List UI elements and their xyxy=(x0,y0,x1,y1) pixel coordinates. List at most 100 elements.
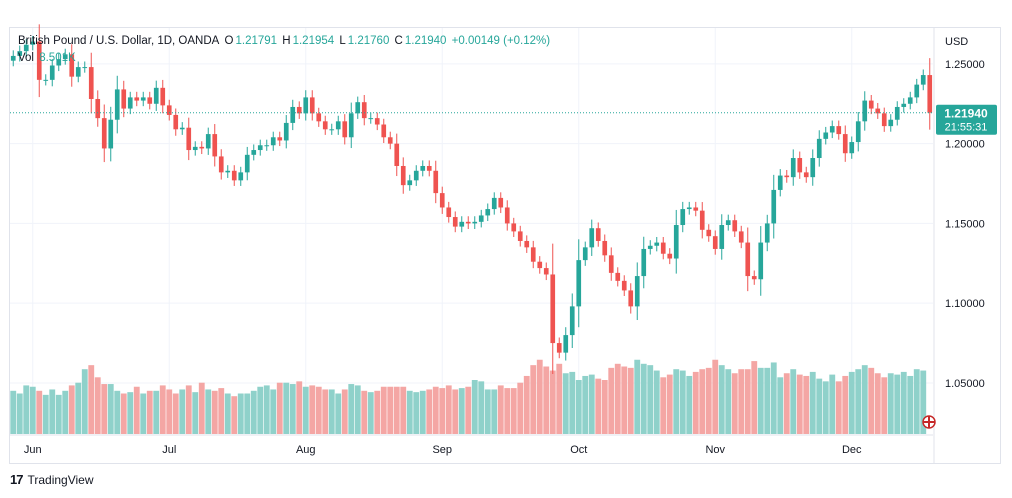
volume-bar xyxy=(705,367,712,434)
volume-bar xyxy=(68,385,75,434)
candle-body xyxy=(303,97,309,114)
volume-bar xyxy=(842,375,849,434)
volume-bar xyxy=(575,380,582,434)
candle-body xyxy=(582,247,588,261)
volume-bar xyxy=(465,386,472,434)
candle-body xyxy=(114,89,120,120)
volume-bar xyxy=(361,390,368,434)
volume-bar xyxy=(790,369,797,434)
open-label: O xyxy=(224,35,234,47)
volume-bar xyxy=(634,359,641,434)
candle-body xyxy=(914,84,920,98)
price-tick-label: 1.20000 xyxy=(945,139,985,151)
candle-body xyxy=(764,223,770,243)
volume-bar xyxy=(588,374,595,434)
candle-body xyxy=(563,335,569,353)
candle-body xyxy=(225,170,231,173)
chart-area[interactable] xyxy=(9,27,1001,464)
volume-bar xyxy=(185,385,192,434)
candle-body xyxy=(615,272,621,281)
volume-bar xyxy=(23,385,30,434)
candle-body xyxy=(660,242,666,254)
volume-bar xyxy=(673,369,680,434)
tradingview-footer[interactable]: 17 TradingView xyxy=(10,472,94,487)
candle-body xyxy=(894,106,900,120)
candle-body xyxy=(732,220,738,232)
candle-body xyxy=(907,97,913,104)
volume-bar xyxy=(107,384,114,434)
candle-body xyxy=(862,100,868,122)
candle-body xyxy=(459,221,465,227)
candle-body xyxy=(309,97,315,114)
candle-body xyxy=(875,108,881,114)
volume-bar xyxy=(354,385,361,434)
volume-bar xyxy=(452,389,459,434)
candle-body xyxy=(290,106,296,123)
volume-bar xyxy=(250,390,257,434)
volume-bar xyxy=(744,369,751,434)
candle-body xyxy=(218,156,224,173)
candle-body xyxy=(387,137,393,144)
volume-bar xyxy=(803,375,810,434)
candle-body xyxy=(348,113,354,138)
candle-body xyxy=(296,106,302,114)
volume-bar xyxy=(322,389,329,434)
volume-bar xyxy=(725,369,732,434)
candle-body xyxy=(823,132,829,139)
candle-body xyxy=(680,209,686,226)
candle-body xyxy=(595,228,601,241)
volume-bar xyxy=(335,393,342,434)
volume-bar xyxy=(497,385,504,434)
volume-bar xyxy=(419,390,426,434)
candle-body xyxy=(355,102,361,114)
volume-bar xyxy=(757,367,764,434)
candle-body xyxy=(576,260,582,307)
candle-body xyxy=(270,137,276,146)
candle-body xyxy=(667,253,673,259)
candle-body xyxy=(368,118,374,120)
candle-body xyxy=(264,145,270,147)
candle-body xyxy=(881,113,887,127)
volume-bar xyxy=(289,384,296,434)
candle-body xyxy=(654,242,660,246)
volume-bar xyxy=(205,389,212,434)
candle-body xyxy=(140,97,146,101)
candle-body xyxy=(758,242,764,280)
candle-body xyxy=(777,175,783,190)
low-label: L xyxy=(339,35,346,47)
volume-bar xyxy=(270,389,277,434)
volume-bar xyxy=(777,377,784,434)
volume-bar xyxy=(224,393,231,434)
candle-body xyxy=(751,276,757,280)
candle-body xyxy=(771,189,777,224)
volume-bar xyxy=(439,388,446,434)
volume-bar xyxy=(796,374,803,434)
candle-body xyxy=(134,97,140,101)
volume-bar xyxy=(406,390,413,434)
volume-bar xyxy=(309,385,316,434)
volume-bar xyxy=(296,381,303,434)
candle-body xyxy=(43,79,49,81)
symbol-legend: British Pound / U.S. Dollar, 1D, OANDA O… xyxy=(18,35,552,47)
candle-body xyxy=(199,146,205,149)
volume-bar xyxy=(413,392,420,434)
candle-body xyxy=(803,172,809,178)
volume-bar xyxy=(133,386,140,434)
volume-bar xyxy=(783,373,790,434)
candle-body xyxy=(524,240,530,248)
candle-body xyxy=(127,97,133,109)
candle-body xyxy=(816,138,822,159)
candle-body xyxy=(69,54,75,77)
candle-body xyxy=(192,146,198,151)
symbol-title: British Pound / U.S. Dollar, 1D, OANDA xyxy=(18,35,220,47)
candle-body xyxy=(205,134,211,149)
high-value: 1.21954 xyxy=(292,35,335,47)
time-tick-label: Dec xyxy=(842,444,862,456)
candle-body xyxy=(23,44,29,52)
candle-body xyxy=(36,41,42,80)
volume-bar xyxy=(920,370,927,434)
candle-body xyxy=(693,207,699,211)
candle-body xyxy=(628,290,634,307)
candle-body xyxy=(810,158,816,178)
